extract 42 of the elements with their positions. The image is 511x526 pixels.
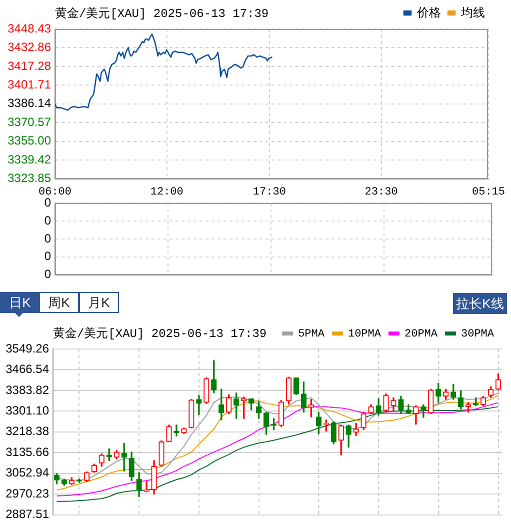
y-tick-label: 3401.71 bbox=[8, 77, 52, 92]
period-tab[interactable]: 周K bbox=[39, 292, 79, 313]
y-tick-label: 3370.57 bbox=[8, 114, 52, 129]
y-tick-label: 0 bbox=[44, 231, 52, 246]
x-tick-label: 06:00 bbox=[38, 186, 72, 198]
y-tick-label: 3417.28 bbox=[8, 58, 52, 73]
x-tick-label: 05:15 bbox=[472, 186, 506, 198]
stretch-button[interactable]: 拉长K线 bbox=[453, 293, 507, 314]
y-tick-label: 3323.85 bbox=[8, 171, 52, 186]
x-tick-label: 23:30 bbox=[364, 186, 398, 198]
x-tick-label: 17:30 bbox=[252, 186, 286, 198]
legend-label: 价格 bbox=[416, 5, 441, 20]
y-tick-label: 0 bbox=[44, 249, 52, 264]
y-tick-label: 3466.54 bbox=[6, 362, 50, 376]
legend-label: 均线 bbox=[460, 5, 485, 20]
y-tick-label: 0 bbox=[44, 196, 52, 210]
y-tick-label: 3339.42 bbox=[8, 152, 52, 166]
y-tick-label: 3549.26 bbox=[6, 341, 50, 356]
chart-title: 黄金/美元[XAU] 2025-06-13 17:39 bbox=[53, 327, 267, 341]
period-tab[interactable]: 日K bbox=[0, 292, 40, 313]
y-tick-label: 3386.14 bbox=[8, 96, 52, 110]
y-tick-label: 0 bbox=[44, 267, 52, 282]
legend-label: 5PMA bbox=[298, 328, 325, 340]
chart-title: 黄金/美元[XAU] 2025-06-13 17:39 bbox=[55, 7, 269, 21]
y-tick-label: 0 bbox=[44, 213, 52, 228]
y-tick-label: 2970.23 bbox=[6, 486, 50, 500]
y-tick-label: 3355.00 bbox=[8, 134, 52, 148]
legend-label: 20PMA bbox=[404, 328, 438, 340]
legend-label: 30PMA bbox=[460, 328, 494, 340]
candlestick bbox=[174, 424, 180, 436]
y-tick-label: 3301.10 bbox=[6, 403, 50, 418]
period-tab[interactable]: 月K bbox=[79, 292, 119, 313]
candlestick bbox=[196, 395, 202, 416]
legend-label: 10PMA bbox=[348, 328, 382, 340]
y-tick-label: 3052.94 bbox=[6, 466, 50, 480]
y-tick-label: 3383.82 bbox=[6, 382, 50, 397]
x-tick-label: 12:00 bbox=[150, 186, 184, 198]
y-tick-label: 3432.86 bbox=[8, 40, 52, 54]
y-tick-label: 2887.51 bbox=[6, 507, 50, 522]
y-tick-label: 3135.66 bbox=[6, 444, 50, 459]
y-tick-label: 3218.38 bbox=[6, 424, 50, 438]
y-tick-label: 3448.43 bbox=[8, 21, 52, 36]
